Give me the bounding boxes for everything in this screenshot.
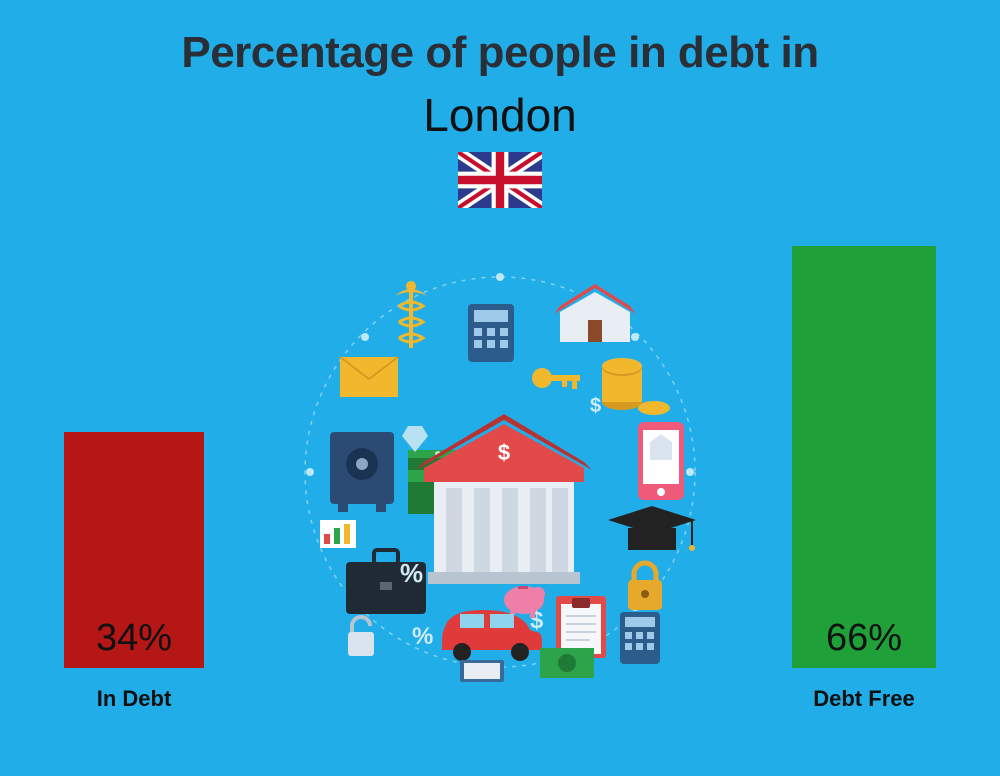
bar-debt-free-label: Debt Free (792, 686, 936, 712)
bar-debt-free-value: 66% (792, 617, 936, 660)
open-padlock-icon (348, 617, 374, 656)
padlock-icon (628, 563, 662, 610)
diamond-icon (402, 426, 428, 452)
bar-in-debt-area: 34% In Debt (64, 432, 204, 712)
key-icon (532, 368, 580, 389)
bank-building-icon: $ (416, 414, 592, 584)
caduceus-icon (395, 281, 427, 348)
money-bill-icon (540, 648, 594, 678)
coin-stack-icon (602, 358, 670, 415)
bar-in-debt-label: In Debt (64, 686, 204, 712)
clipboard-icon-2 (460, 660, 504, 682)
uk-flag-icon (458, 152, 542, 208)
car-icon (442, 610, 542, 661)
percent-glyph-2: % (412, 623, 433, 650)
envelope-icon (340, 357, 398, 397)
bar-debt-free: 66% (792, 246, 936, 668)
calculator-icon (620, 612, 660, 664)
percent-glyph-1: % (400, 558, 423, 588)
city-name: London (0, 88, 1000, 142)
bar-debt-free-area: 66% Debt Free (792, 246, 936, 712)
house-icon (554, 284, 636, 342)
bar-in-debt-value: 34% (64, 617, 204, 660)
finance-illustration: $ % % $ $ (290, 262, 710, 682)
graduation-cap-icon (608, 506, 696, 551)
dollar-glyph-2: $ (590, 395, 601, 417)
svg-text:$: $ (498, 440, 510, 465)
phone-icon (638, 422, 684, 500)
bar-in-debt: 34% (64, 432, 204, 668)
calculator-top-icon (468, 304, 514, 362)
safe-icon (330, 432, 394, 512)
page-title: Percentage of people in debt in (0, 28, 1000, 78)
barchart-doc-icon (320, 520, 356, 548)
